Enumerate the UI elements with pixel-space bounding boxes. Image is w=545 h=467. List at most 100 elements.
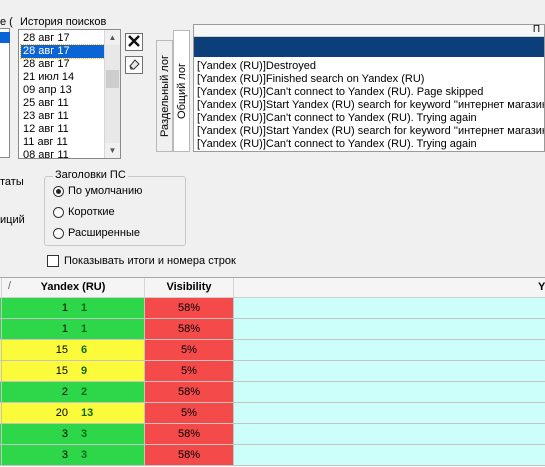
history-item[interactable]: 23 авг 11	[23, 110, 69, 122]
row-indicator	[0, 319, 2, 340]
radio-short-indicator[interactable]	[53, 206, 64, 218]
column-header-next-label: Y	[538, 281, 545, 293]
history-item[interactable]: 12 авг 11	[23, 123, 69, 135]
tab-split-log[interactable]: Раздельный лог	[156, 40, 173, 152]
radio-default-indicator[interactable]	[53, 185, 64, 197]
next-column-cell[interactable]	[234, 424, 545, 445]
visibility-cell[interactable]: 58%	[145, 445, 234, 466]
history-item[interactable]: 09 апр 13	[23, 84, 72, 96]
show-totals-checkbox[interactable]	[47, 255, 59, 267]
table-row[interactable]: 15 6 5%	[0, 340, 545, 361]
log-header-text: П	[532, 24, 540, 35]
row-indicator	[0, 340, 2, 361]
eraser-icon	[129, 59, 140, 70]
history-item[interactable]: 21 июл 14	[23, 71, 75, 83]
radio-default[interactable]: По умолчанию	[53, 184, 142, 198]
x-icon	[128, 35, 140, 47]
table-row[interactable]: 3 3 58%	[0, 424, 545, 445]
yandex-cell[interactable]: 15 6	[2, 340, 145, 361]
yandex-cell[interactable]: 20 13	[2, 403, 145, 424]
table-row[interactable]: 20 13 5%	[0, 403, 545, 424]
log-line: [Yandex (RU)]Destroyed	[197, 60, 317, 72]
radio-extended-indicator[interactable]	[53, 227, 64, 239]
next-column-cell[interactable]	[234, 298, 545, 319]
position-value: 15	[55, 344, 68, 356]
table-row[interactable]: 1 1 58%	[0, 319, 545, 340]
next-column-cell[interactable]	[234, 340, 545, 361]
log-line: [Yandex (RU)]Can't connect to Yandex (RU…	[197, 112, 477, 124]
table-row[interactable]: 2 2 58%	[0, 382, 545, 403]
position-delta: 1	[81, 323, 88, 335]
show-totals-label: Показывать итоги и номера строк	[64, 255, 236, 267]
position-value: 1	[61, 323, 68, 335]
position-value: 20	[55, 407, 68, 419]
table-row[interactable]: 1 1 58%	[0, 298, 545, 319]
left-listbox[interactable]	[0, 28, 10, 158]
history-scrollbar[interactable]: ▲ ▼	[104, 30, 120, 158]
scroll-up-icon[interactable]: ▲	[105, 30, 120, 45]
row-indicator	[0, 382, 2, 403]
next-column-cell[interactable]	[234, 403, 545, 424]
history-item[interactable]: 28 авг 17	[23, 32, 70, 44]
scroll-down-icon[interactable]: ▼	[105, 143, 120, 158]
visibility-cell[interactable]: 58%	[145, 298, 234, 319]
position-delta: 13	[81, 407, 94, 419]
position-delta: 1	[81, 302, 88, 314]
table-row[interactable]: 15 9 5%	[0, 361, 545, 382]
history-item[interactable]: 08 авг 11	[23, 149, 69, 159]
radio-extended[interactable]: Расширенные	[53, 226, 140, 240]
column-header-next[interactable]: Y	[234, 278, 545, 297]
visibility-cell[interactable]: 58%	[145, 424, 234, 445]
position-value: 3	[61, 449, 68, 461]
visibility-cell[interactable]: 5%	[145, 403, 234, 424]
history-item[interactable]: 25 авг 11	[23, 97, 69, 109]
row-indicator	[0, 424, 2, 445]
log-panel[interactable]: П [Yandex (RU)]Destroyed [Yandex (RU)]Fin…	[193, 24, 545, 152]
position-delta: 3	[81, 449, 88, 461]
left-label-1: таты	[0, 176, 24, 188]
table-row[interactable]: 3 3 58%	[0, 445, 545, 466]
radio-extended-label: Расширенные	[68, 227, 140, 239]
visibility-cell[interactable]: 58%	[145, 319, 234, 340]
show-totals-option[interactable]: Показывать итоги и номера строк	[47, 254, 236, 268]
history-item[interactable]: 28 авг 17	[23, 58, 70, 70]
delete-history-button[interactable]	[125, 33, 143, 51]
next-column-cell[interactable]	[234, 382, 545, 403]
clean-history-button[interactable]	[125, 56, 143, 74]
history-item[interactable]: 28 авг 17	[20, 44, 106, 59]
left-listbox-selection	[0, 32, 10, 43]
position-delta: 2	[81, 386, 88, 398]
history-label: История поисков	[20, 16, 107, 28]
radio-default-label: По умолчанию	[68, 185, 143, 197]
position-value: 2	[61, 386, 68, 398]
tab-common-log[interactable]: Общий лог	[173, 30, 190, 152]
history-listbox[interactable]: 28 авг 17 28 авг 17 28 авг 17 21 июл 14 09 а…	[18, 29, 121, 159]
history-item[interactable]: 11 авг 11	[23, 136, 68, 148]
log-header: П	[194, 25, 544, 37]
left-list-label: е (	[0, 16, 13, 28]
column-header-yandex[interactable]: Yandex (RU)	[2, 278, 145, 297]
column-header-visibility[interactable]: Visibility	[145, 278, 234, 297]
tab-common-log-label: Общий лог	[175, 63, 188, 119]
visibility-cell[interactable]: 5%	[145, 361, 234, 382]
log-line: [Yandex (RU)]Start Yandex (RU) search fo…	[197, 125, 545, 137]
position-value: 15	[55, 365, 68, 377]
yandex-cell[interactable]: 15 9	[2, 361, 145, 382]
sort-indicator: /	[8, 280, 12, 292]
results-grid[interactable]: / Yandex (RU) Visibility Y 1 1 58% 1 1 58% 15 6…	[0, 277, 545, 467]
next-column-cell[interactable]	[234, 445, 545, 466]
radio-short[interactable]: Короткие	[53, 205, 115, 219]
next-column-cell[interactable]	[234, 361, 545, 382]
next-column-cell[interactable]	[234, 319, 545, 340]
log-line: [Yandex (RU)]Can't connect to Yandex (RU…	[197, 138, 477, 150]
row-indicator	[0, 298, 2, 319]
visibility-cell[interactable]: 5%	[145, 340, 234, 361]
scroll-thumb[interactable]	[106, 70, 119, 88]
row-indicator	[0, 403, 2, 424]
visibility-cell[interactable]: 58%	[145, 382, 234, 403]
